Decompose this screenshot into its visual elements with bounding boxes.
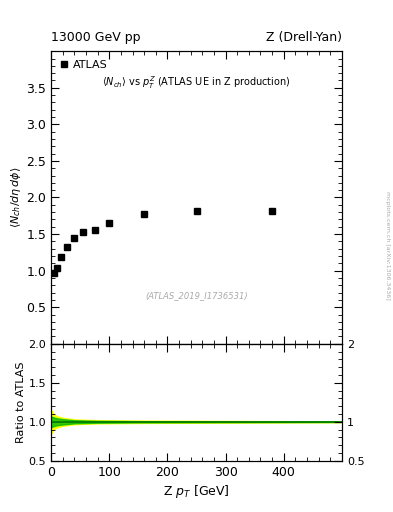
Text: $\langle N_{ch}\rangle$ vs $p_T^Z$ (ATLAS UE in Z production): $\langle N_{ch}\rangle$ vs $p_T^Z$ (ATLA… — [102, 75, 291, 92]
Legend: ATLAS: ATLAS — [57, 57, 111, 73]
X-axis label: Z $p_T$ [GeV]: Z $p_T$ [GeV] — [163, 483, 230, 500]
Text: (ATLAS_2019_I1736531): (ATLAS_2019_I1736531) — [145, 291, 248, 300]
Text: Z (Drell-Yan): Z (Drell-Yan) — [266, 31, 342, 44]
Y-axis label: $\langle N_{ch}/d\eta\, d\phi\rangle$: $\langle N_{ch}/d\eta\, d\phi\rangle$ — [9, 167, 24, 228]
Y-axis label: Ratio to ATLAS: Ratio to ATLAS — [16, 361, 26, 443]
Text: mcplots.cern.ch [arXiv:1306.3436]: mcplots.cern.ch [arXiv:1306.3436] — [385, 191, 389, 300]
Text: 13000 GeV pp: 13000 GeV pp — [51, 31, 141, 44]
